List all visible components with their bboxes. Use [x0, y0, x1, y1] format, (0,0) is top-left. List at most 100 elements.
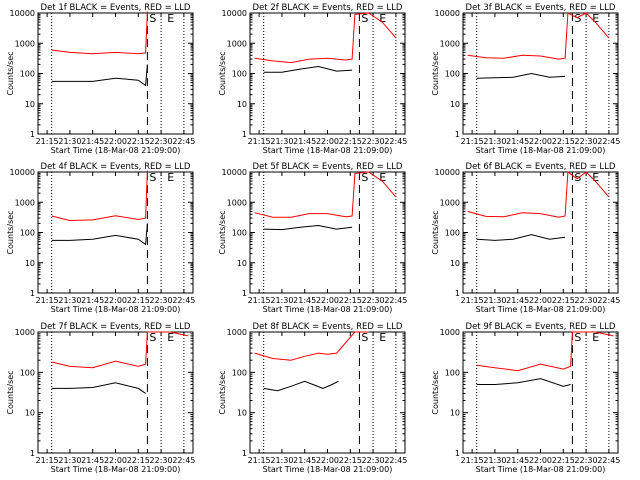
chart-title: Det 9f BLACK = Events, RED = LLD: [466, 322, 616, 332]
x-tick-label: 21:45: [81, 137, 104, 146]
red-lld-series: [254, 331, 369, 361]
y-tick-label: 1: [30, 130, 35, 139]
plot-frame: [462, 331, 619, 454]
x-tick-label: 22:15: [552, 137, 575, 146]
x-tick-label: 21:15: [461, 456, 484, 465]
x-axis-label: Start Time (18-Mar-08 21:09:00): [476, 465, 606, 474]
y-tick-label: 100: [445, 368, 460, 377]
start-marker-label: S: [574, 12, 581, 25]
y-axis-label: Counts/sec: [218, 51, 227, 95]
y-tick-label: 1: [242, 130, 247, 139]
y-axis-label: Counts/sec: [6, 210, 15, 254]
y-tick-label: 1000: [15, 39, 35, 48]
y-axis-label: Counts/sec: [218, 370, 227, 414]
y-axis-label: Counts/sec: [431, 210, 440, 254]
y-tick-label: 1000: [440, 39, 460, 48]
y-tick-label: 100: [20, 368, 35, 377]
chart-panel-3: Det 3f BLACK = Events, RED = LLD Counts/s…: [431, 3, 620, 155]
x-tick-label: 22:30: [150, 137, 173, 146]
y-tick-label: 100: [20, 229, 35, 238]
x-tick-label: 22:00: [316, 137, 339, 146]
chart-title: Det 2f BLACK = Events, RED = LLD: [253, 3, 403, 13]
y-axis-label: Counts/sec: [431, 51, 440, 95]
x-tick-label: 21:45: [293, 456, 316, 465]
x-tick-label: 21:30: [483, 456, 506, 465]
x-tick-label: 22:45: [172, 456, 195, 465]
start-marker-label: S: [361, 331, 368, 344]
y-tick-label: 1000: [440, 198, 460, 207]
black-events-series: [263, 224, 353, 231]
y-tick-label: 10: [450, 259, 460, 268]
black-events-series: [476, 72, 566, 79]
y-tick-label: 10: [237, 100, 247, 109]
x-tick-label: 21:45: [81, 456, 104, 465]
y-tick-label: 1: [30, 289, 35, 298]
y-tick-label: 100: [232, 229, 247, 238]
chart-panel-7: Det 7f BLACK = Events, RED = LLD Counts/s…: [6, 322, 195, 474]
x-tick-label: 22:30: [575, 456, 598, 465]
start-marker-label: S: [149, 12, 156, 25]
y-tick-label: 1000: [440, 328, 460, 337]
x-tick-label: 22:00: [316, 456, 339, 465]
y-tick-label: 10: [237, 409, 247, 418]
x-tick-label: 22:15: [552, 296, 575, 305]
y-tick-label: 100: [232, 368, 247, 377]
chart-title: Det 1f BLACK = Events, RED = LLD: [41, 3, 191, 13]
x-tick-label: 22:45: [597, 296, 620, 305]
x-tick-label: 22:15: [339, 137, 362, 146]
black-events-series: [51, 382, 146, 394]
x-tick-label: 21:30: [270, 456, 293, 465]
black-events-series: [263, 380, 339, 392]
x-tick-label: 22:30: [362, 456, 385, 465]
chart-panel-2: Det 2f BLACK = Events, RED = LLD Counts/s…: [218, 3, 407, 155]
end-marker-label: E: [167, 12, 174, 25]
y-axis-label: Counts/sec: [431, 370, 440, 414]
x-tick-label: 21:30: [483, 296, 506, 305]
x-tick-label: 22:00: [316, 296, 339, 305]
y-tick-label: 100: [20, 70, 35, 79]
y-tick-label: 1: [455, 449, 460, 458]
x-tick-label: 21:30: [58, 137, 81, 146]
plot-frame: [37, 331, 194, 454]
start-marker-label: S: [361, 12, 368, 25]
end-marker-label: E: [592, 12, 599, 25]
y-tick-label: 10000: [435, 168, 460, 177]
x-tick-label: 22:45: [384, 137, 407, 146]
end-marker-label: E: [379, 331, 386, 344]
x-tick-label: 21:30: [270, 296, 293, 305]
x-tick-label: 22:45: [597, 137, 620, 146]
chart-panel-9: Det 9f BLACK = Events, RED = LLD Counts/s…: [431, 322, 620, 474]
x-tick-label: 22:00: [529, 296, 552, 305]
y-axis-label: Counts/sec: [6, 370, 15, 414]
red-lld-series: [51, 170, 148, 222]
y-tick-label: 10000: [435, 9, 460, 18]
x-tick-label: 21:45: [506, 137, 529, 146]
x-tick-label: 22:45: [172, 296, 195, 305]
red-lld-series: [467, 12, 610, 60]
black-events-series: [51, 64, 148, 87]
x-tick-label: 21:45: [506, 456, 529, 465]
y-axis-label: Counts/sec: [218, 210, 227, 254]
red-lld-series: [254, 12, 397, 64]
end-marker-label: E: [592, 331, 599, 344]
x-tick-label: 22:15: [127, 456, 150, 465]
x-tick-label: 21:30: [270, 137, 293, 146]
red-lld-series: [467, 171, 610, 218]
black-events-series: [263, 65, 353, 73]
plot-frame: [37, 12, 194, 135]
y-tick-label: 10: [450, 100, 460, 109]
chart-panel-1: Det 1f BLACK = Events, RED = LLD Counts/s…: [6, 3, 195, 155]
y-tick-label: 1000: [15, 198, 35, 207]
end-marker-label: E: [592, 171, 599, 184]
y-tick-label: 10: [25, 100, 35, 109]
red-lld-series: [51, 331, 189, 369]
plot-frame: [249, 171, 406, 294]
y-tick-label: 10: [25, 409, 35, 418]
x-tick-label: 22:45: [172, 137, 195, 146]
x-tick-label: 21:15: [461, 296, 484, 305]
x-tick-label: 22:30: [575, 137, 598, 146]
plot-frame: [462, 171, 619, 294]
x-tick-label: 22:00: [529, 137, 552, 146]
y-tick-label: 1000: [227, 328, 247, 337]
